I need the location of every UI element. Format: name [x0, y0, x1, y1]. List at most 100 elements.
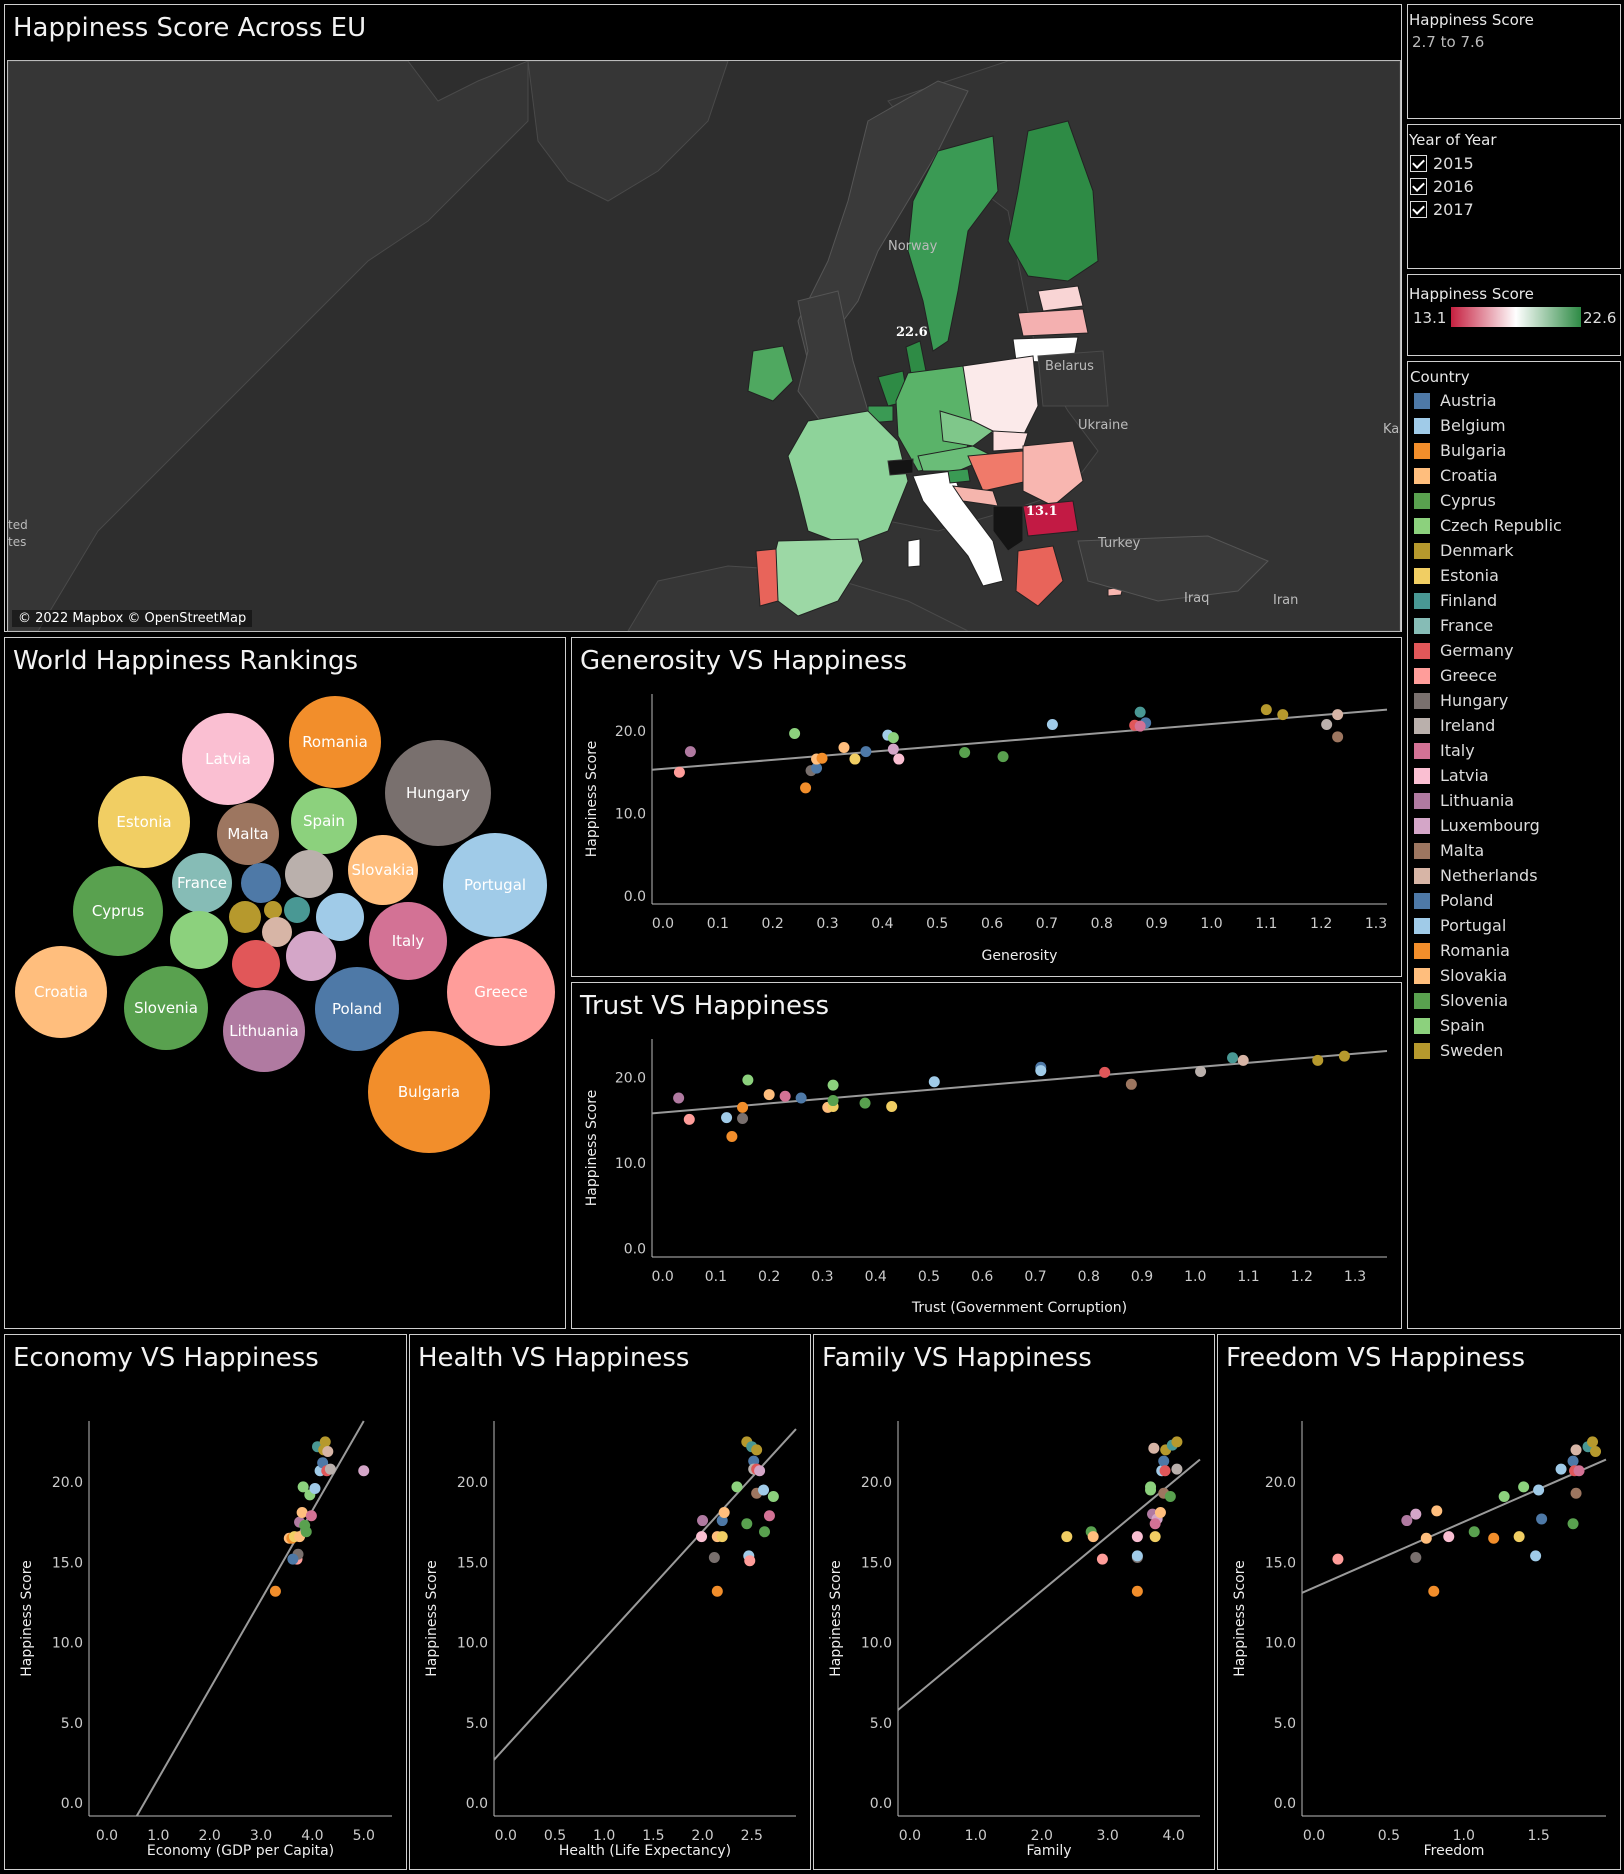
bubble-circle[interactable] — [98, 776, 190, 868]
bubble-circle[interactable] — [182, 713, 274, 805]
bubble-finland[interactable] — [284, 897, 310, 923]
data-point-poland[interactable] — [795, 1092, 807, 1104]
data-point-bulgaria[interactable] — [1428, 1585, 1440, 1597]
data-point-austria[interactable] — [1158, 1455, 1170, 1467]
legend-item-sweden[interactable]: Sweden — [1414, 1038, 1562, 1063]
year-option-2017[interactable]: 2017 — [1410, 198, 1474, 221]
data-point-cyprus[interactable] — [859, 1097, 871, 1109]
bubble-france[interactable]: France — [172, 853, 232, 913]
bubble-circle[interactable] — [262, 917, 292, 947]
data-point-czech-republic[interactable] — [297, 1481, 309, 1493]
bubble-circle[interactable] — [232, 940, 280, 988]
data-point-cyprus[interactable] — [300, 1526, 312, 1538]
data-point-luxembourg[interactable] — [754, 1465, 766, 1477]
data-point-sweden[interactable] — [1590, 1446, 1602, 1458]
data-point-romania[interactable] — [816, 752, 828, 764]
data-point-slovenia[interactable] — [959, 746, 971, 758]
data-point-lithuania[interactable] — [684, 746, 696, 758]
bubble-circle[interactable] — [289, 696, 381, 788]
data-point-czech-republic[interactable] — [742, 1074, 754, 1086]
bubble-circle[interactable] — [223, 990, 305, 1072]
legend-item-finland[interactable]: Finland — [1414, 588, 1562, 613]
data-point-netherlands[interactable] — [1332, 709, 1344, 721]
data-point-spain[interactable] — [1498, 1490, 1510, 1502]
data-point-estonia[interactable] — [1149, 1531, 1161, 1543]
legend-item-denmark[interactable]: Denmark — [1414, 538, 1562, 563]
data-point-denmark[interactable] — [1171, 1436, 1183, 1448]
data-point-czech-republic[interactable] — [731, 1481, 743, 1493]
data-point-estonia[interactable] — [1513, 1531, 1525, 1543]
data-point-sweden[interactable] — [1312, 1054, 1324, 1066]
data-point-italy[interactable] — [779, 1090, 791, 1102]
bubble-sweden[interactable] — [264, 901, 282, 919]
legend-item-slovakia[interactable]: Slovakia — [1414, 963, 1562, 988]
bubble-ireland[interactable] — [285, 850, 333, 898]
data-point-czech-republic[interactable] — [1518, 1481, 1530, 1493]
family-scatter-chart[interactable]: 0.0 5.0 10.0 15.0 20.0 0.0 1.0 2.0 3.0 4.0 Family H… — [814, 1381, 1212, 1869]
bubble-circle[interactable] — [241, 863, 281, 903]
data-point-bulgaria[interactable] — [269, 1585, 281, 1597]
legend-item-czech-republic[interactable]: Czech Republic — [1414, 513, 1562, 538]
data-point-estonia[interactable] — [849, 753, 861, 765]
bubble-germany[interactable] — [232, 940, 280, 988]
data-point-italy[interactable] — [305, 1510, 317, 1522]
legend-item-ireland[interactable]: Ireland — [1414, 713, 1562, 738]
data-point-malta[interactable] — [1125, 1078, 1137, 1090]
bubble-cyprus[interactable]: Cyprus — [73, 866, 163, 956]
data-point-bulgaria[interactable] — [1131, 1585, 1143, 1597]
data-point-finland[interactable] — [1134, 706, 1146, 718]
bubble-portugal[interactable]: Portugal — [443, 833, 547, 937]
data-point-malta[interactable] — [1570, 1487, 1582, 1499]
data-point-belgium[interactable] — [1555, 1463, 1567, 1475]
bubble-estonia[interactable]: Estonia — [98, 776, 190, 868]
data-point-belgium[interactable] — [1046, 718, 1058, 730]
data-point-germany[interactable] — [1099, 1066, 1111, 1078]
legend-item-netherlands[interactable]: Netherlands — [1414, 863, 1562, 888]
bubble-bulgaria[interactable]: Bulgaria — [368, 1031, 490, 1153]
data-point-belgium[interactable] — [721, 1112, 733, 1124]
data-point-latvia[interactable] — [1443, 1531, 1455, 1543]
data-point-croatia[interactable] — [763, 1089, 775, 1101]
data-point-poland[interactable] — [860, 746, 872, 758]
data-point-bulgaria[interactable] — [726, 1130, 738, 1142]
data-point-denmark[interactable] — [1587, 1436, 1599, 1448]
bubble-circle[interactable] — [369, 902, 447, 980]
legend-item-slovenia[interactable]: Slovenia — [1414, 988, 1562, 1013]
data-point-netherlands[interactable] — [1570, 1444, 1582, 1456]
data-point-croatia[interactable] — [1154, 1507, 1166, 1519]
data-point-ireland[interactable] — [1321, 718, 1333, 730]
data-point-sweden[interactable] — [1277, 709, 1289, 721]
data-point-luxembourg[interactable] — [358, 1465, 370, 1477]
data-point-slovenia[interactable] — [1164, 1490, 1176, 1502]
data-point-poland[interactable] — [1536, 1513, 1548, 1525]
legend-item-lithuania[interactable]: Lithuania — [1414, 788, 1562, 813]
bubble-slovakia[interactable]: Slovakia — [348, 835, 418, 905]
data-point-greece[interactable] — [1332, 1553, 1344, 1565]
data-point-czech-republic[interactable] — [789, 728, 801, 740]
data-point-malta[interactable] — [1332, 731, 1344, 743]
legend-item-hungary[interactable]: Hungary — [1414, 688, 1562, 713]
data-point-netherlands[interactable] — [1237, 1054, 1249, 1066]
legend-item-cyprus[interactable]: Cyprus — [1414, 488, 1562, 513]
data-point-spain[interactable] — [827, 1079, 839, 1091]
data-point-bulgaria[interactable] — [800, 782, 812, 794]
data-point-slovenia[interactable] — [1567, 1518, 1579, 1530]
legend-item-romania[interactable]: Romania — [1414, 938, 1562, 963]
legend-item-germany[interactable]: Germany — [1414, 638, 1562, 663]
data-point-italy[interactable] — [763, 1510, 775, 1522]
bubble-circle[interactable] — [170, 911, 228, 969]
data-point-austria[interactable] — [1567, 1455, 1579, 1467]
data-point-belgium[interactable] — [1035, 1065, 1047, 1077]
data-point-cyprus[interactable] — [741, 1518, 753, 1530]
data-point-germany[interactable] — [1159, 1465, 1171, 1477]
data-point-croatia[interactable] — [296, 1507, 308, 1519]
freedom-scatter-chart[interactable]: 0.0 5.0 10.0 15.0 20.0 0.0 0.5 1.0 1.5 Freedom Hap… — [1218, 1381, 1618, 1869]
range-filter-panel[interactable]: Happiness Score 2.7 to 7.6 — [1407, 4, 1621, 119]
year-option-2016[interactable]: 2016 — [1410, 175, 1474, 198]
data-point-sweden[interactable] — [751, 1444, 763, 1456]
bubble-circle[interactable] — [385, 740, 491, 846]
generosity-scatter-chart[interactable]: 0.0 10.0 20.0 0.0 0.1 0.2 0.3 0.4 0.5 0.6 0.7 0.8 0.… — [572, 684, 1399, 974]
bubble-slovenia[interactable]: Slovenia — [124, 966, 208, 1050]
bubble-circle[interactable] — [217, 803, 279, 865]
bubble-circle[interactable] — [368, 1031, 490, 1153]
